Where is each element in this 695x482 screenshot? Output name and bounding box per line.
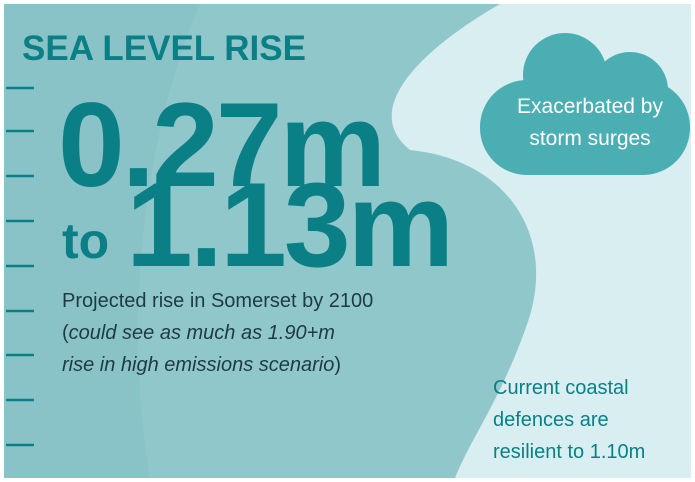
- defences-text: resilient to 1.10m: [493, 441, 645, 463]
- defences-text: defences are: [493, 409, 609, 431]
- note-close: ): [334, 354, 341, 376]
- cloud-text: storm surges: [529, 127, 650, 150]
- infographic: SEA LEVEL RISE 0.27m to 1.13m Projected …: [0, 0, 695, 482]
- description-main: Projected rise in Somerset by 2100: [62, 290, 373, 312]
- note-line: rise in high emissions scenario: [62, 354, 334, 376]
- headline-high: 1.13m: [126, 158, 451, 292]
- description-note: rise in high emissions scenario): [62, 354, 341, 376]
- headline-joiner: to: [62, 213, 109, 269]
- description-note: (could see as much as 1.90+m: [62, 322, 335, 344]
- cloud-text: Exacerbated by: [517, 95, 663, 118]
- title: SEA LEVEL RISE: [22, 29, 306, 68]
- defences-text: Current coastal: [493, 377, 629, 399]
- note-line: could see as much as 1.90+m: [69, 322, 335, 344]
